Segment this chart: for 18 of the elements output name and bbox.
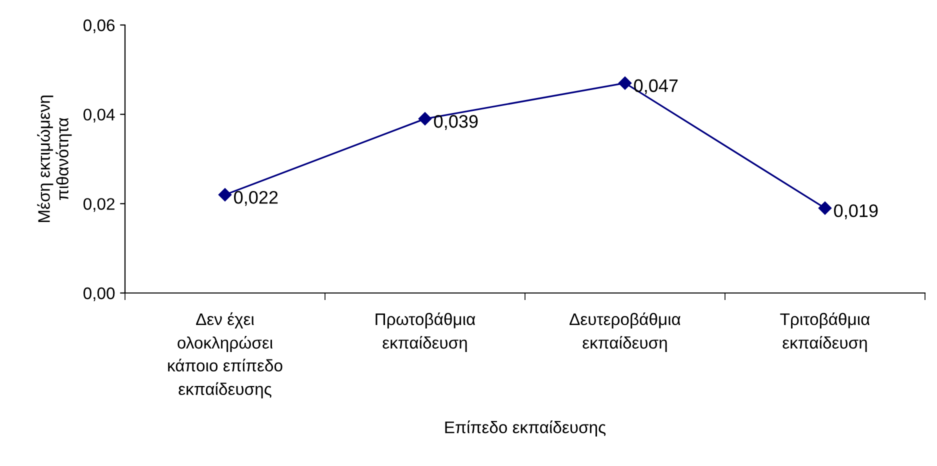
y-tick-label: 0,06 <box>83 19 115 34</box>
x-tick-label: Δεν έχει ολοκληρώσει κάποιο επίπεδο εκπαίδευσης <box>168 312 282 398</box>
y-axis-title: Μέση εκτιμώμενη πιθανότητα <box>37 96 72 222</box>
x-axis-title: Επίπεδο εκπαίδευσης <box>445 420 606 437</box>
y-tick-label: 0,00 <box>83 287 115 302</box>
y-tick-label: 0,04 <box>83 108 115 123</box>
x-tick-label: Πρωτοβάθμια εκπαίδευση <box>376 312 476 352</box>
data-label: 0,039 <box>434 115 478 130</box>
point <box>618 76 632 90</box>
point <box>218 188 232 202</box>
x-tick-label: Τριτοβάθμια εκπαίδευση <box>780 312 870 352</box>
data-label: 0,022 <box>234 190 278 206</box>
x-tick-label: Δευτεροβάθμια εκπαίδευση <box>570 312 680 352</box>
point <box>818 202 832 215</box>
data-label: 0,019 <box>834 204 878 220</box>
point <box>418 112 432 126</box>
y-tick-label: 0,02 <box>83 198 114 212</box>
data-label: 0,047 <box>634 79 678 94</box>
